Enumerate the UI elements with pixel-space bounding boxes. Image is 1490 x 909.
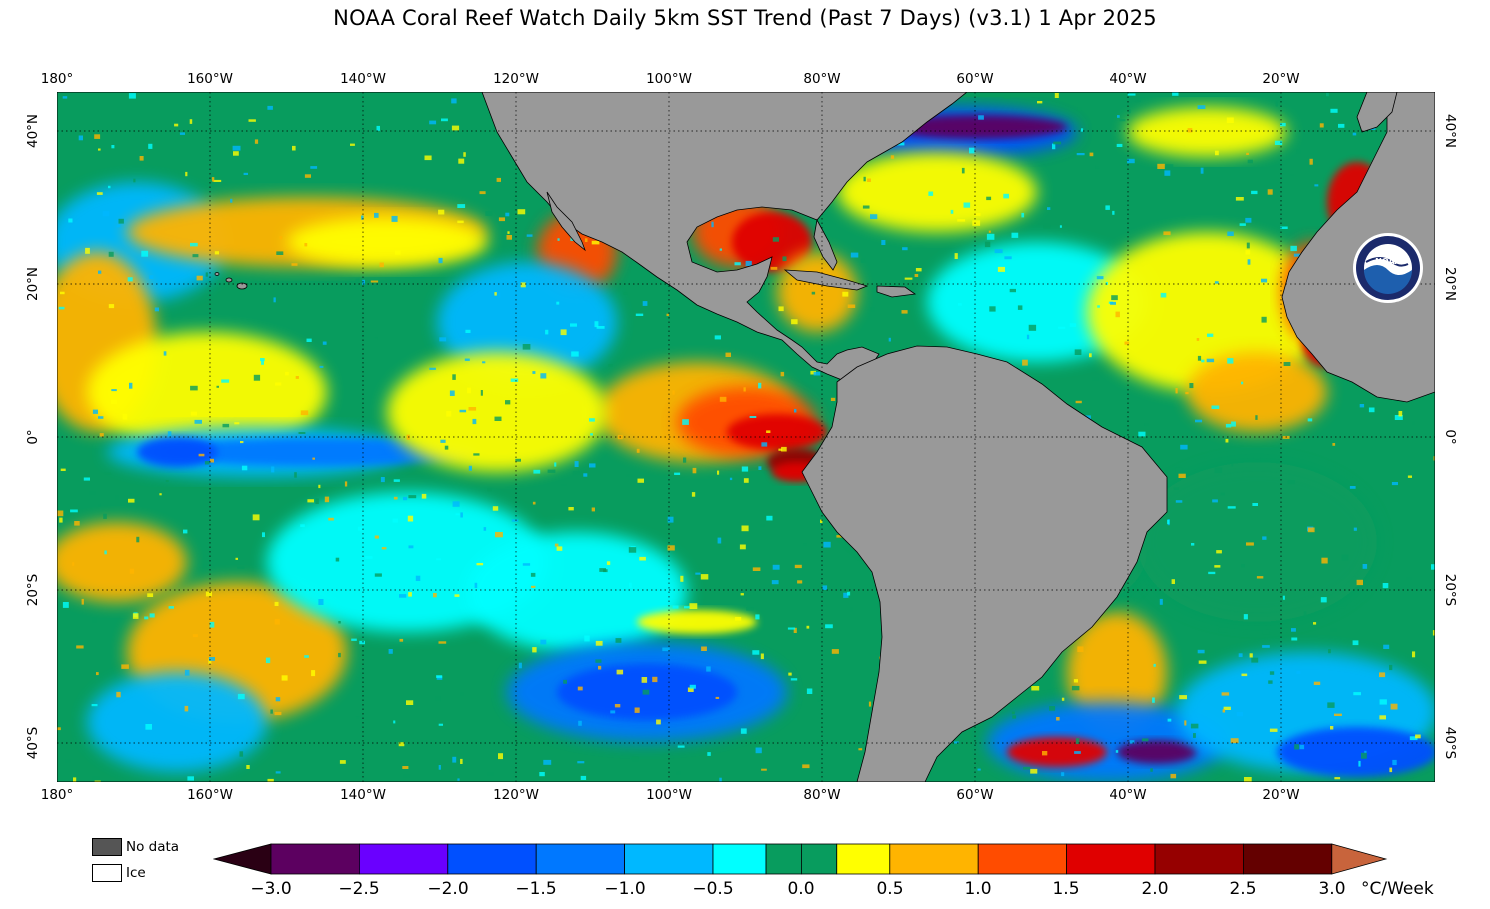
florida-peninsula <box>813 218 838 271</box>
colorbar-tick-label: −2.0 <box>427 879 469 899</box>
graticule <box>57 92 1435 782</box>
lat-tick-right: 20°S <box>1442 573 1458 607</box>
colorbar-low-arrow <box>213 843 272 875</box>
colorbar-tick-label: 1.5 <box>1052 879 1080 899</box>
colorbar-bin <box>270 843 360 875</box>
colorbar-unit: °C/Week <box>1361 879 1434 899</box>
map-title: NOAA Coral Reef Watch Daily 5km SST Tren… <box>333 6 1157 30</box>
colorbar-tick-label: 1.0 <box>964 879 992 899</box>
colorbar-bin <box>836 843 891 875</box>
lat-tick-left: 40°S <box>25 726 41 760</box>
ice-swatch <box>92 864 122 882</box>
colorbar-high-arrow <box>1331 843 1388 875</box>
lon-tick-bottom: 40°W <box>1109 787 1147 803</box>
colorbar-tick-label: −1.0 <box>604 879 646 899</box>
colorbar-tick-label: 2.5 <box>1229 879 1257 899</box>
baja-california <box>546 191 586 252</box>
colorbar-bin <box>1243 843 1333 875</box>
colorbar-tick-label: 0.5 <box>876 879 904 899</box>
no-data-swatch <box>92 838 122 856</box>
colorbar-bin <box>712 843 767 875</box>
lat-tick-right: 40°S <box>1442 726 1458 760</box>
lon-tick-top: 80°W <box>803 71 841 87</box>
lon-tick-top: 180° <box>40 71 74 87</box>
lon-tick-bottom: 80°W <box>803 787 841 803</box>
south-america-landmass <box>801 345 1168 782</box>
colorbar-tick-label: 0.0 <box>787 879 815 899</box>
colorbar-tick-label: 3.0 <box>1318 879 1346 899</box>
colorbar-tick-label: −0.5 <box>692 879 734 899</box>
colorbar-bin <box>765 843 802 875</box>
iberia-landmass <box>1356 92 1398 133</box>
colorbar-bin <box>801 843 838 875</box>
lon-tick-bottom: 180° <box>40 787 74 803</box>
lat-tick-left: 0° <box>25 429 41 445</box>
lon-tick-top: 140°W <box>340 71 386 87</box>
colorbar-tick-label: −2.5 <box>338 879 380 899</box>
colorbar-bin <box>447 843 537 875</box>
lat-tick-left: 40°N <box>25 113 41 149</box>
lon-tick-top: 60°W <box>956 71 994 87</box>
lon-tick-top: 100°W <box>646 71 692 87</box>
hispaniola-island <box>876 285 917 298</box>
colorbar-tick-label: −3.0 <box>250 879 292 899</box>
lon-tick-bottom: 20°W <box>1262 787 1300 803</box>
colorbar-bin <box>624 843 714 875</box>
sst-trend-map: NOAA <box>57 92 1435 782</box>
colorbar-bin <box>1066 843 1156 875</box>
colorbar-tick-label: 2.0 <box>1141 879 1169 899</box>
colorbar-tick-label: −1.5 <box>515 879 557 899</box>
colorbar-bin <box>977 843 1068 875</box>
lat-tick-left: 20°N <box>25 266 41 302</box>
colorbar-bin <box>358 843 449 875</box>
lon-tick-top: 120°W <box>493 71 539 87</box>
colorbar-bin <box>535 843 626 875</box>
lon-tick-bottom: 120°W <box>493 787 539 803</box>
lon-tick-top: 160°W <box>187 71 233 87</box>
ice-label: Ice <box>126 865 146 881</box>
lon-tick-top: 40°W <box>1109 71 1147 87</box>
lat-tick-right: 0° <box>1442 429 1458 445</box>
colorbar <box>213 843 1388 875</box>
north-america-landmass <box>481 92 968 383</box>
lon-tick-bottom: 100°W <box>646 787 692 803</box>
lon-tick-top: 20°W <box>1262 71 1300 87</box>
lon-tick-bottom: 140°W <box>340 787 386 803</box>
lon-tick-bottom: 60°W <box>956 787 994 803</box>
lat-tick-left: 20°S <box>25 573 41 607</box>
lat-tick-right: 40°N <box>1442 113 1458 149</box>
colorbar-bin <box>1154 843 1244 875</box>
pacific-islands <box>214 272 248 290</box>
no-data-label: No data <box>126 839 180 855</box>
lat-tick-right: 20°N <box>1442 266 1458 302</box>
noaa-logo: NOAA <box>1353 233 1423 303</box>
colorbar-bin <box>889 843 979 875</box>
lon-tick-bottom: 160°W <box>187 787 233 803</box>
svg-text:NOAA: NOAA <box>1375 257 1401 266</box>
europe-africa-landmass <box>1281 92 1435 403</box>
